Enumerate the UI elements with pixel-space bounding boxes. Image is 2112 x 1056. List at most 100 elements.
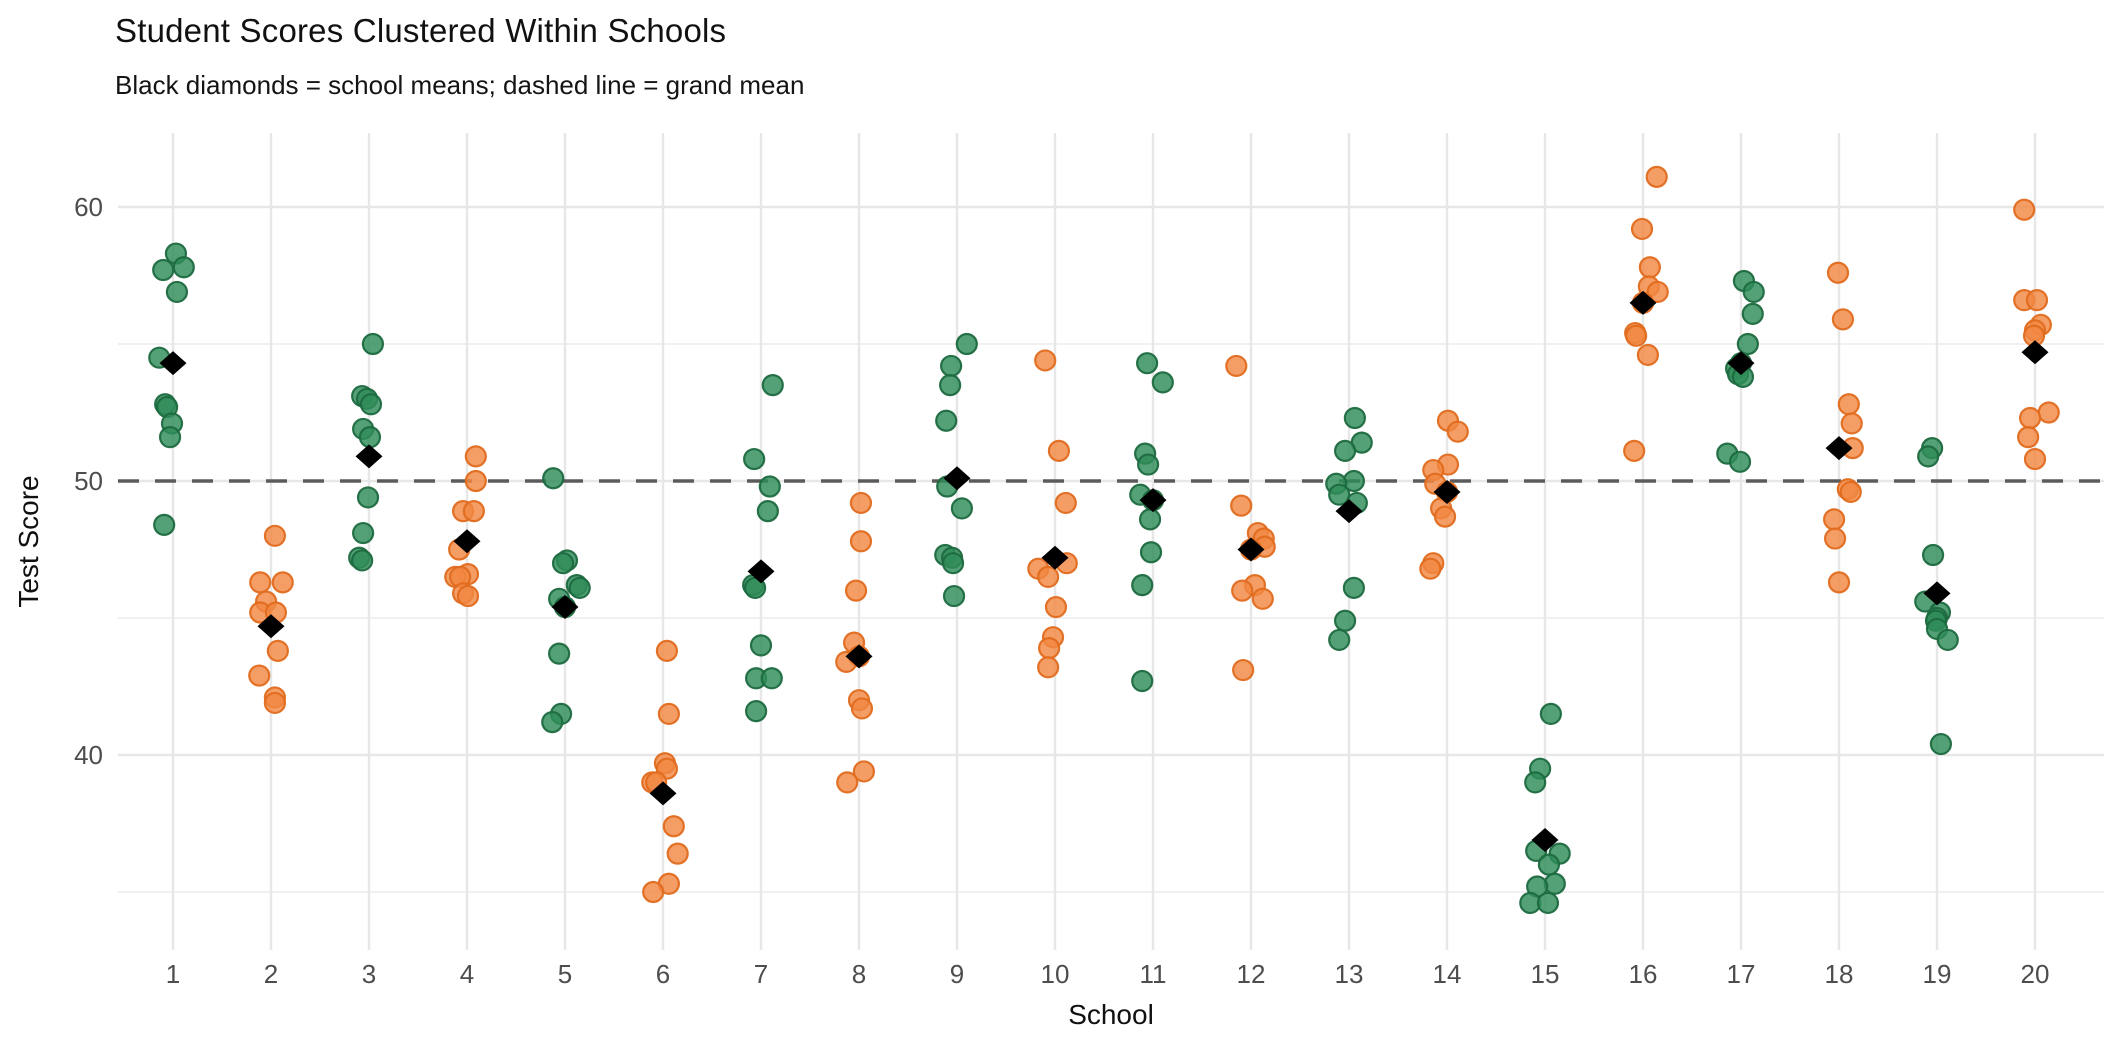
x-tick-label: 20 <box>2021 959 2050 989</box>
x-tick-label: 19 <box>1923 959 1952 989</box>
student-score-point <box>1231 579 1254 602</box>
school-mean-diamond <box>1335 499 1363 524</box>
student-score-point <box>1741 302 1764 325</box>
student-score-point <box>2017 426 2040 449</box>
student-score-point <box>548 642 571 665</box>
student-score-point <box>1333 439 1357 462</box>
student-score-point <box>1537 853 1561 876</box>
school-mean-diamond <box>649 781 677 806</box>
student-score-point <box>1044 595 1068 619</box>
student-score-point <box>464 445 487 468</box>
y-tick-label: 50 <box>74 466 103 496</box>
x-tick-label: 10 <box>1041 959 1070 989</box>
student-score-point <box>172 256 195 279</box>
student-score-point <box>950 497 974 520</box>
student-score-point <box>1446 420 1469 443</box>
student-score-point <box>1230 494 1253 517</box>
x-tick-label: 3 <box>362 959 376 989</box>
student-score-point <box>1736 332 1759 356</box>
x-tick-label: 14 <box>1433 959 1462 989</box>
student-score-point <box>2018 406 2042 430</box>
x-tick-label: 8 <box>852 959 866 989</box>
student-score-point <box>158 426 182 449</box>
student-score-point <box>2037 401 2060 424</box>
student-score-point <box>1929 732 1953 756</box>
student-score-point <box>955 332 978 356</box>
student-score-point <box>1131 669 1154 693</box>
student-score-point <box>844 579 868 602</box>
student-score-point <box>351 549 374 572</box>
student-score-point <box>1645 165 1668 188</box>
student-score-point <box>1917 445 1940 468</box>
school-mean-diamond <box>355 444 383 469</box>
x-tick-label: 9 <box>950 959 964 989</box>
student-score-point <box>1047 439 1071 462</box>
school-mean-diamond <box>943 466 971 491</box>
x-axis-title: School <box>1068 999 1154 1030</box>
student-score-point <box>1536 891 1560 915</box>
student-score-point <box>1831 308 1855 331</box>
student-score-point <box>744 700 768 723</box>
student-score-point <box>1136 453 1160 476</box>
school-mean-diamond <box>1139 488 1167 513</box>
student-score-point <box>1232 658 1255 682</box>
x-tick-label: 12 <box>1237 959 1266 989</box>
school-mean-diamond <box>551 595 579 620</box>
student-score-point <box>263 524 287 547</box>
student-score-point <box>1822 508 1846 531</box>
x-tick-label: 16 <box>1629 959 1658 989</box>
student-score-point <box>1539 702 1562 726</box>
student-score-point <box>1342 576 1366 599</box>
student-score-point <box>1433 505 1457 528</box>
school-mean-diamond <box>845 644 873 669</box>
school-mean-diamond <box>747 559 775 584</box>
x-tick-label: 5 <box>558 959 572 989</box>
student-score-point <box>849 491 873 515</box>
grid-layer <box>118 133 2104 950</box>
student-score-point <box>1136 352 1159 375</box>
x-tick-label: 1 <box>166 959 180 989</box>
student-score-point <box>352 521 375 545</box>
school-mean-diamond <box>1433 479 1461 504</box>
student-score-point <box>1251 587 1274 610</box>
student-score-point <box>2013 198 2036 221</box>
student-score-point <box>1034 349 1057 372</box>
school-mean-diamond <box>1825 436 1853 461</box>
student-score-point <box>1139 541 1163 564</box>
student-score-point <box>1638 256 1661 279</box>
student-score-point <box>1636 343 1660 367</box>
x-tick-label: 18 <box>1825 959 1854 989</box>
x-tick-label: 6 <box>656 959 670 989</box>
student-score-point <box>1333 609 1357 632</box>
y-axis-title: Test Score <box>13 475 44 607</box>
student-score-point <box>358 426 382 449</box>
x-tick-label: 17 <box>1727 959 1756 989</box>
student-score-point <box>248 664 271 687</box>
student-score-point <box>1328 628 1351 652</box>
student-score-point <box>935 409 958 432</box>
student-score-point <box>756 500 779 523</box>
student-score-point <box>1837 393 1860 416</box>
student-score-point <box>356 486 380 509</box>
student-score-point <box>657 702 680 726</box>
student-score-point <box>1419 557 1442 580</box>
student-score-point <box>1742 280 1765 304</box>
student-score-point <box>152 258 175 282</box>
student-score-point <box>1328 483 1351 506</box>
student-score-point <box>568 576 591 599</box>
x-tick-label: 2 <box>264 959 278 989</box>
school-mean-diamond <box>1629 290 1657 315</box>
student-score-point <box>852 760 876 783</box>
student-score-point <box>1625 324 1648 347</box>
student-score-point <box>462 500 485 523</box>
student-score-point <box>942 584 966 608</box>
student-score-point <box>1037 565 1060 589</box>
school-mean-diamond <box>1041 545 1069 570</box>
student-score-point <box>761 374 784 397</box>
student-score-point <box>1823 527 1847 550</box>
student-score-point <box>361 332 385 356</box>
x-tick-label: 15 <box>1531 959 1560 989</box>
